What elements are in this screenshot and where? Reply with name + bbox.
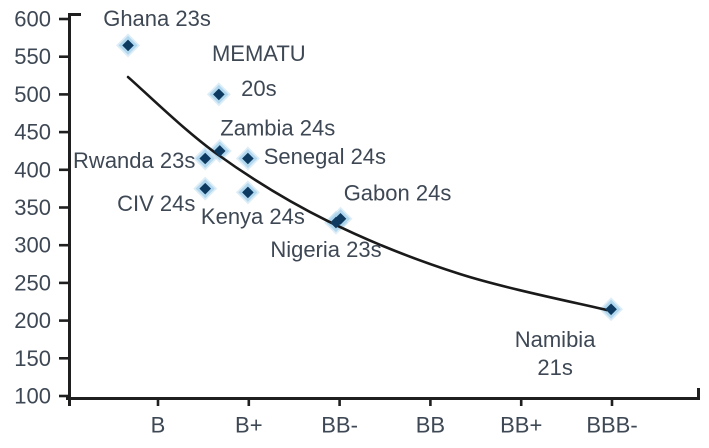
x-tick-label-bbbminus: BBB- [586, 413, 637, 438]
y-tick-label-200: 200 [14, 308, 51, 333]
axis-lines [66, 13, 700, 406]
point-label-zambia-24s: Zambia 24s [220, 115, 335, 140]
y-tick-label-250: 250 [14, 270, 51, 295]
x-axis-ticks: B B+ BB- BB BB+ BBB- [151, 398, 638, 438]
data-point-civ-24s [199, 182, 212, 195]
point-label-kenya-24s: Kenya 24s [201, 204, 305, 229]
data-point-ghana-23s [122, 39, 134, 52]
x-tick-label-bbplus: BB+ [500, 413, 542, 438]
marker-cores [122, 39, 617, 316]
data-point-nigeria-23s [330, 216, 342, 229]
point-label-rwanda-23s: Rwanda 23s [73, 148, 195, 173]
y-tick-label-500: 500 [14, 82, 51, 107]
y-tick-label-350: 350 [14, 195, 51, 220]
y-tick-label-450: 450 [14, 120, 51, 145]
x-tick-label-bplus: B+ [235, 413, 263, 438]
y-tick-label-300: 300 [14, 233, 51, 258]
data-point-zambia-24s [213, 145, 226, 157]
data-point-kenya-24s [242, 186, 254, 199]
x-tick-label-bbminus: BB- [321, 413, 358, 438]
marker-halos [116, 33, 624, 322]
y-tick-label-600: 600 [14, 7, 51, 32]
data-point-senegal-24s [242, 152, 254, 165]
y-tick-label-550: 550 [14, 44, 51, 69]
data-point-mematu-20s [213, 88, 225, 101]
data-point-namibia-21s [605, 303, 617, 316]
data-point-rwanda-23s [199, 152, 212, 165]
y-axis-ticks: 600 550 500 450 400 350 300 250 200 150 100 [14, 7, 69, 409]
point-label-namibia-21s-line2: 21s [537, 355, 572, 380]
trend-curve [126, 75, 608, 312]
x-tick-label-bb: BB [416, 413, 445, 438]
y-tick-label-100: 100 [14, 384, 51, 409]
point-label-senegal-24s: Senegal 24s [264, 144, 386, 169]
point-label-mematu-20s-line1: MEMATU [212, 41, 306, 66]
point-label-gabon-24s: Gabon 24s [344, 180, 452, 205]
point-label-ghana-23s: Ghana 23s [103, 6, 211, 31]
point-label-nigeria-23s: Nigeria 23s [270, 237, 381, 262]
point-label-namibia-21s-line1: Namibia [515, 327, 596, 352]
y-tick-label-400: 400 [14, 157, 51, 182]
point-label-mematu-20s-line2: 20s [241, 76, 276, 101]
y-tick-label-150: 150 [14, 346, 51, 371]
point-label-civ-24s: CIV 24s [117, 191, 195, 216]
x-tick-label-b: B [151, 413, 166, 438]
